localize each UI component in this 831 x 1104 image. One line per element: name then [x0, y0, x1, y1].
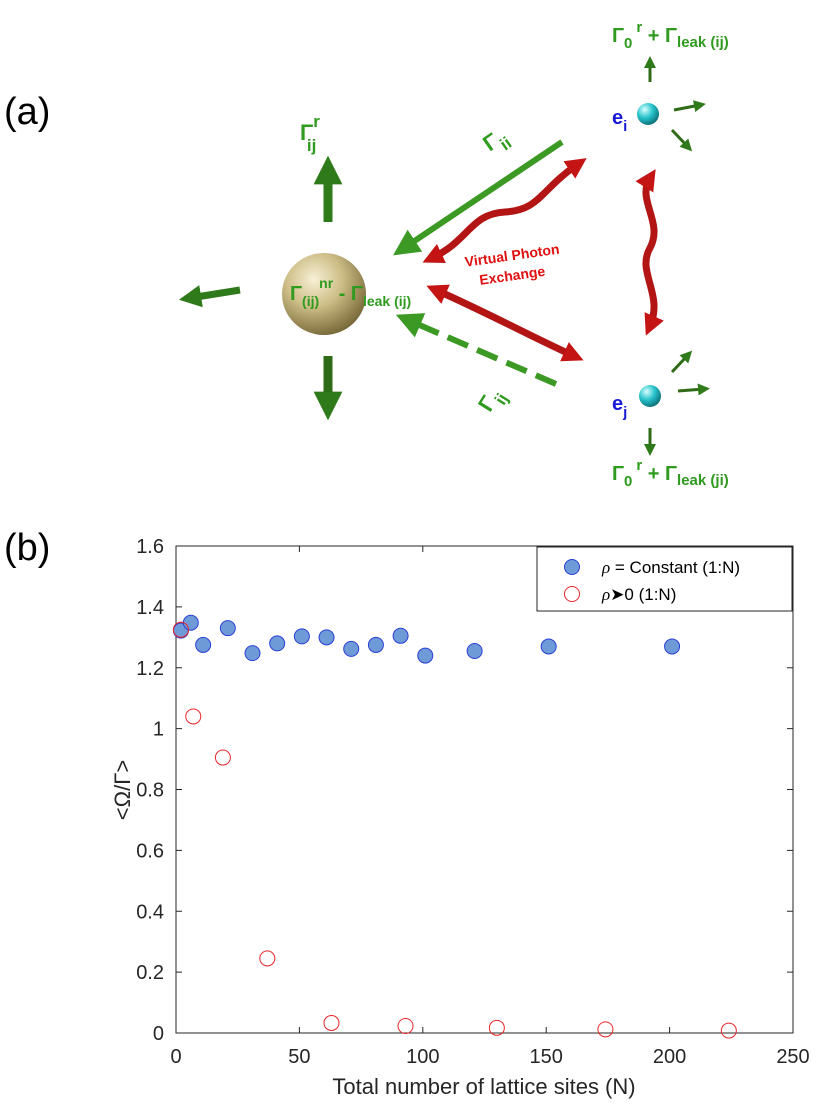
- x-axis-title: Total number of lattice sites (N): [332, 1074, 635, 1099]
- label-emitter-i: ei: [612, 107, 627, 135]
- y-tick-label: 1.4: [136, 597, 164, 619]
- y-axis-ticks: 0 0.2 0.4 0.6 0.8 1 1.2 1.4 1.6: [136, 536, 793, 1045]
- y-tick-label: 0.4: [136, 901, 164, 923]
- y-tick-label: 1.6: [136, 536, 164, 558]
- point-rho-zero: [185, 708, 202, 725]
- panel-a-label: (a): [4, 91, 50, 133]
- point-rho-constant: [269, 635, 286, 652]
- emitter-i-arrow-downright: [670, 128, 693, 152]
- y-tick-label: 0.2: [136, 962, 164, 984]
- y-axis-title: <Ω/Γ>: [110, 760, 135, 820]
- x-tick-label: 100: [406, 1046, 439, 1068]
- y-tick-label: 1: [153, 719, 164, 741]
- panel-b-label: (b): [4, 527, 50, 569]
- legend-label-constant: ρ = Constant (1:N): [601, 558, 740, 577]
- x-tick-label: 150: [530, 1046, 563, 1068]
- y-tick-label: 0.6: [136, 840, 164, 862]
- virtual-photon-vertical: [635, 169, 664, 336]
- point-rho-zero: [488, 1019, 505, 1036]
- point-rho-zero: [323, 1014, 340, 1031]
- series-layer: [172, 614, 737, 1039]
- x-tick-label: 0: [170, 1046, 181, 1068]
- point-rho-zero: [720, 1022, 737, 1039]
- point-rho-constant: [664, 638, 681, 655]
- label-top-rate: Γ0r + Γleak (ij): [612, 19, 729, 52]
- virtual-photon-upper: [422, 158, 587, 263]
- y-tick-label: 1.2: [136, 658, 164, 680]
- emitter-j-sphere: [639, 385, 661, 407]
- x-tick-label: 200: [653, 1046, 686, 1068]
- x-axis-ticks: 0 50 100 150 200 250: [170, 546, 810, 1068]
- emitter-j-arrow-right: [677, 383, 710, 396]
- point-rho-constant: [318, 629, 335, 646]
- plot-area: [175, 545, 794, 1034]
- legend-label-zero: ρ➤0 (1:N): [601, 585, 676, 604]
- arrow-left-radiative: [178, 285, 241, 308]
- emitter-i-arrow-right: [673, 100, 706, 113]
- point-rho-constant: [540, 638, 557, 655]
- panel-b: (b) 0 0.2 0.4 0.6 0.8 1 1.2 1.4 1.6 0 50 100 150 200…: [4, 527, 810, 1099]
- point-rho-constant: [195, 636, 212, 653]
- legend-box: [536, 546, 793, 612]
- point-rho-constant: [293, 628, 310, 645]
- arrow-gamma-ij-dashed: [395, 313, 558, 387]
- point-rho-constant: [182, 614, 199, 631]
- y-tick-label: 0.8: [136, 780, 164, 802]
- point-rho-constant: [392, 627, 409, 644]
- point-rho-zero-overlay: [172, 621, 189, 638]
- virtual-photon-lower: [426, 284, 584, 362]
- label-gamma-ij-r: Γr ij: [300, 112, 320, 155]
- point-rho-constant: [367, 636, 384, 653]
- label-emitter-j: ej: [612, 393, 627, 421]
- point-rho-zero: [214, 749, 231, 766]
- label-virtual-photon: Virtual Photon Exchange: [464, 241, 561, 288]
- x-tick-label: 250: [776, 1046, 809, 1068]
- panel-a: (a) Γr ij Γii Γij Γ(ij)nr - Γleak (ij): [4, 19, 729, 490]
- point-rho-zero: [597, 1021, 614, 1038]
- label-gamma-ii: Γii: [478, 123, 515, 162]
- legend: ρ = Constant (1:N) ρ➤0 (1:N): [536, 546, 793, 612]
- legend-marker-zero: [564, 586, 580, 602]
- emitter-j-arrow-upright: [670, 350, 693, 374]
- point-rho-zero: [397, 1017, 414, 1034]
- emitter-i-sphere: [637, 103, 659, 125]
- point-rho-constant: [417, 647, 434, 664]
- point-rho-zero: [259, 950, 276, 967]
- gold-nanoparticle: [282, 253, 366, 335]
- label-center-rates: Γ(ij)nr - Γleak (ij): [290, 275, 411, 309]
- label-bottom-rate: Γ0r + Γleak (ji): [612, 457, 729, 490]
- legend-marker-constant: [564, 559, 580, 575]
- virtual-photon-line1: Virtual Photon: [464, 241, 561, 270]
- point-rho-constant: [343, 640, 360, 657]
- label-gamma-ij: Γij: [473, 383, 512, 419]
- x-tick-label: 50: [288, 1046, 310, 1068]
- point-rho-constant: [244, 645, 261, 662]
- y-tick-label: 0: [153, 1023, 164, 1045]
- point-rho-constant: [219, 620, 236, 637]
- point-rho-constant: [466, 643, 483, 660]
